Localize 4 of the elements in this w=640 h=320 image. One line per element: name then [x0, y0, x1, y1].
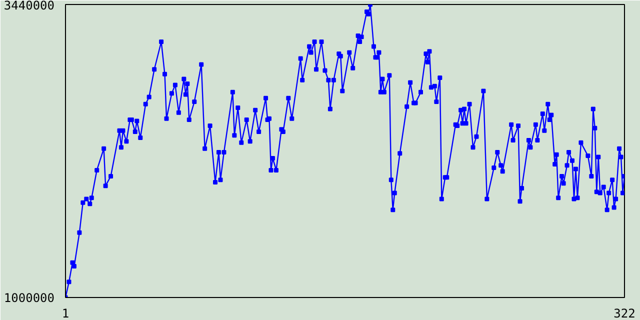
x-tick-label: 1 [62, 306, 70, 320]
y-tick-label: 1000000 [4, 291, 55, 305]
y-tick-label: 3440000 [4, 0, 55, 12]
x-tick-label: 322 [614, 306, 636, 320]
